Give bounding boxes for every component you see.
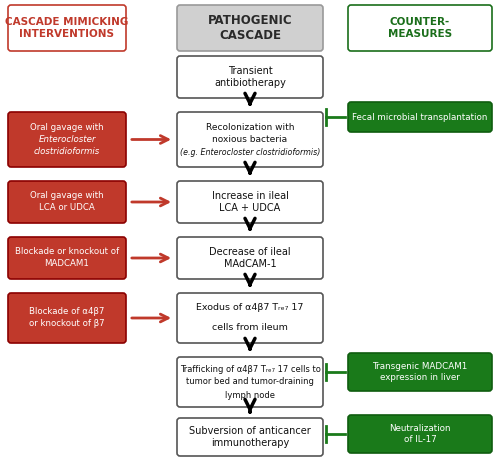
FancyBboxPatch shape	[177, 237, 323, 279]
FancyBboxPatch shape	[348, 415, 492, 453]
FancyBboxPatch shape	[177, 5, 323, 51]
Text: Transient
antibiotherapy: Transient antibiotherapy	[214, 66, 286, 88]
Text: Subversion of anticancer
immunotherapy: Subversion of anticancer immunotherapy	[189, 426, 311, 448]
Text: Increase in ileal
LCA + UDCA: Increase in ileal LCA + UDCA	[212, 191, 288, 213]
Text: Oral gavage with: Oral gavage with	[30, 123, 104, 132]
Text: tumor bed and tumor-draining: tumor bed and tumor-draining	[186, 377, 314, 387]
FancyBboxPatch shape	[348, 353, 492, 391]
FancyBboxPatch shape	[8, 5, 126, 51]
Text: or knockout of β7: or knockout of β7	[29, 320, 105, 328]
Text: lymph node: lymph node	[225, 391, 275, 399]
Text: clostridioformis: clostridioformis	[34, 147, 100, 156]
FancyBboxPatch shape	[177, 181, 323, 223]
Text: cells from ileum: cells from ileum	[212, 323, 288, 333]
FancyBboxPatch shape	[8, 237, 126, 279]
Text: CASCADE MIMICKING
INTERVENTIONS: CASCADE MIMICKING INTERVENTIONS	[6, 17, 128, 39]
Text: PATHOGENIC
CASCADE: PATHOGENIC CASCADE	[208, 14, 292, 42]
FancyBboxPatch shape	[177, 293, 323, 343]
Text: MADCAM1: MADCAM1	[44, 260, 90, 268]
Text: noxious bacteria: noxious bacteria	[212, 135, 288, 144]
Text: Fecal microbial transplantation: Fecal microbial transplantation	[352, 113, 488, 121]
Text: Blockade or knockout of: Blockade or knockout of	[15, 247, 119, 256]
FancyBboxPatch shape	[177, 112, 323, 167]
Text: LCA or UDCA: LCA or UDCA	[39, 203, 95, 213]
Text: Transgenic MADCAM1
expression in liver: Transgenic MADCAM1 expression in liver	[372, 362, 468, 382]
FancyBboxPatch shape	[177, 418, 323, 456]
Text: COUNTER-
MEASURES: COUNTER- MEASURES	[388, 17, 452, 39]
Text: Blockade of α4β7: Blockade of α4β7	[30, 307, 104, 316]
Text: Trafficking of α4β7 Tᵣₑ₇ 17 cells to: Trafficking of α4β7 Tᵣₑ₇ 17 cells to	[180, 365, 320, 374]
FancyBboxPatch shape	[177, 56, 323, 98]
Text: (e.g. Enterocloster clostridioformis): (e.g. Enterocloster clostridioformis)	[180, 148, 320, 157]
Text: Oral gavage with: Oral gavage with	[30, 191, 104, 201]
FancyBboxPatch shape	[348, 5, 492, 51]
FancyBboxPatch shape	[8, 112, 126, 167]
Text: Enterocloster: Enterocloster	[38, 135, 96, 144]
FancyBboxPatch shape	[8, 181, 126, 223]
FancyBboxPatch shape	[348, 102, 492, 132]
Text: Recolonization with: Recolonization with	[206, 123, 294, 132]
Text: Neutralization
of IL-17: Neutralization of IL-17	[389, 424, 451, 444]
FancyBboxPatch shape	[177, 357, 323, 407]
Text: Decrease of ileal
MAdCAM-1: Decrease of ileal MAdCAM-1	[209, 247, 291, 269]
FancyBboxPatch shape	[8, 293, 126, 343]
Text: Exodus of α4β7 Tᵣₑ₇ 17: Exodus of α4β7 Tᵣₑ₇ 17	[196, 304, 304, 312]
